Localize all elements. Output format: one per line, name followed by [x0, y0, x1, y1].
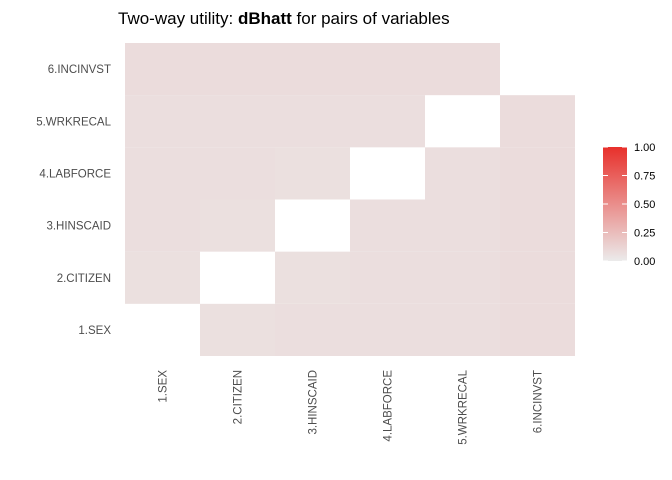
x-tick-label: 5.WRKRECAL: [458, 369, 470, 444]
heatmap-cell: [425, 43, 500, 96]
title-bold: dBhatt: [238, 9, 292, 28]
legend-tick-label: 1.00: [634, 142, 655, 154]
heatmap-cell: [200, 147, 275, 200]
y-tick-label: 4.LABFORCE: [39, 168, 111, 180]
heatmap-cell: [200, 43, 275, 96]
heatmap-cell: [275, 251, 350, 304]
x-axis-ticks: 1.SEX 2.CITIZEN 3.HINSCAID 4.LABFORCE 5.WRKR…: [158, 369, 545, 444]
y-tick-label: 2.CITIZEN: [57, 273, 111, 285]
legend-tick-label: 0.75: [634, 171, 655, 183]
heatmap-cell: [500, 251, 575, 304]
heatmap-cell: [275, 303, 350, 356]
heatmap-cell: [125, 95, 200, 148]
heatmap-cell: [500, 303, 575, 356]
heatmap-cell: [350, 251, 425, 304]
color-legend: 0.00 0.25 0.50 0.75 1.00: [603, 142, 655, 268]
y-tick-label: 3.HINSCAID: [46, 221, 111, 233]
heatmap-cell: [350, 303, 425, 356]
heatmap-cell: [200, 303, 275, 356]
heatmap-cell: [125, 199, 200, 252]
heatmap-cell: [275, 147, 350, 200]
x-tick-label: 2.CITIZEN: [233, 370, 245, 424]
chart-title: Two-way utility: dBhatt for pairs of var…: [118, 9, 450, 28]
title-prefix: Two-way utility:: [118, 9, 238, 28]
legend-tick-label: 0.50: [634, 199, 655, 211]
heatmap-cell: [425, 199, 500, 252]
heatmap-cells: [125, 43, 575, 356]
x-tick-label: 3.HINSCAID: [308, 370, 320, 435]
y-axis-ticks: 1.SEX 2.CITIZEN 3.HINSCAID 4.LABFORCE 5.WRKR…: [36, 64, 111, 337]
heatmap-cell: [200, 199, 275, 252]
title-suffix: for pairs of variables: [292, 9, 450, 28]
heatmap-cell: [500, 199, 575, 252]
legend-tick-label: 0.00: [634, 256, 655, 268]
heatmap-cell: [275, 95, 350, 148]
heatmap-cell: [350, 95, 425, 148]
legend-tick-label: 0.25: [634, 228, 655, 240]
x-tick-label: 1.SEX: [158, 370, 170, 403]
heatmap-cell: [200, 95, 275, 148]
heatmap-cell: [350, 43, 425, 96]
heatmap-cell: [425, 303, 500, 356]
heatmap-cell: [425, 147, 500, 200]
heatmap-cell: [500, 147, 575, 200]
heatmap-cell: [500, 95, 575, 148]
x-tick-label: 4.LABFORCE: [383, 370, 395, 442]
y-tick-label: 5.WRKRECAL: [36, 116, 111, 128]
x-tick-label: 6.INCINVST: [533, 370, 545, 433]
heatmap-cell: [125, 43, 200, 96]
y-tick-label: 6.INCINVST: [48, 64, 111, 76]
heatmap-cell: [350, 199, 425, 252]
y-tick-label: 1.SEX: [78, 325, 111, 337]
heatmap-cell: [125, 251, 200, 304]
heatmap-cell: [125, 147, 200, 200]
heatmap-cell: [425, 251, 500, 304]
heatmap-cell: [275, 43, 350, 96]
legend-ticks: 0.00 0.25 0.50 0.75 1.00: [603, 142, 655, 268]
